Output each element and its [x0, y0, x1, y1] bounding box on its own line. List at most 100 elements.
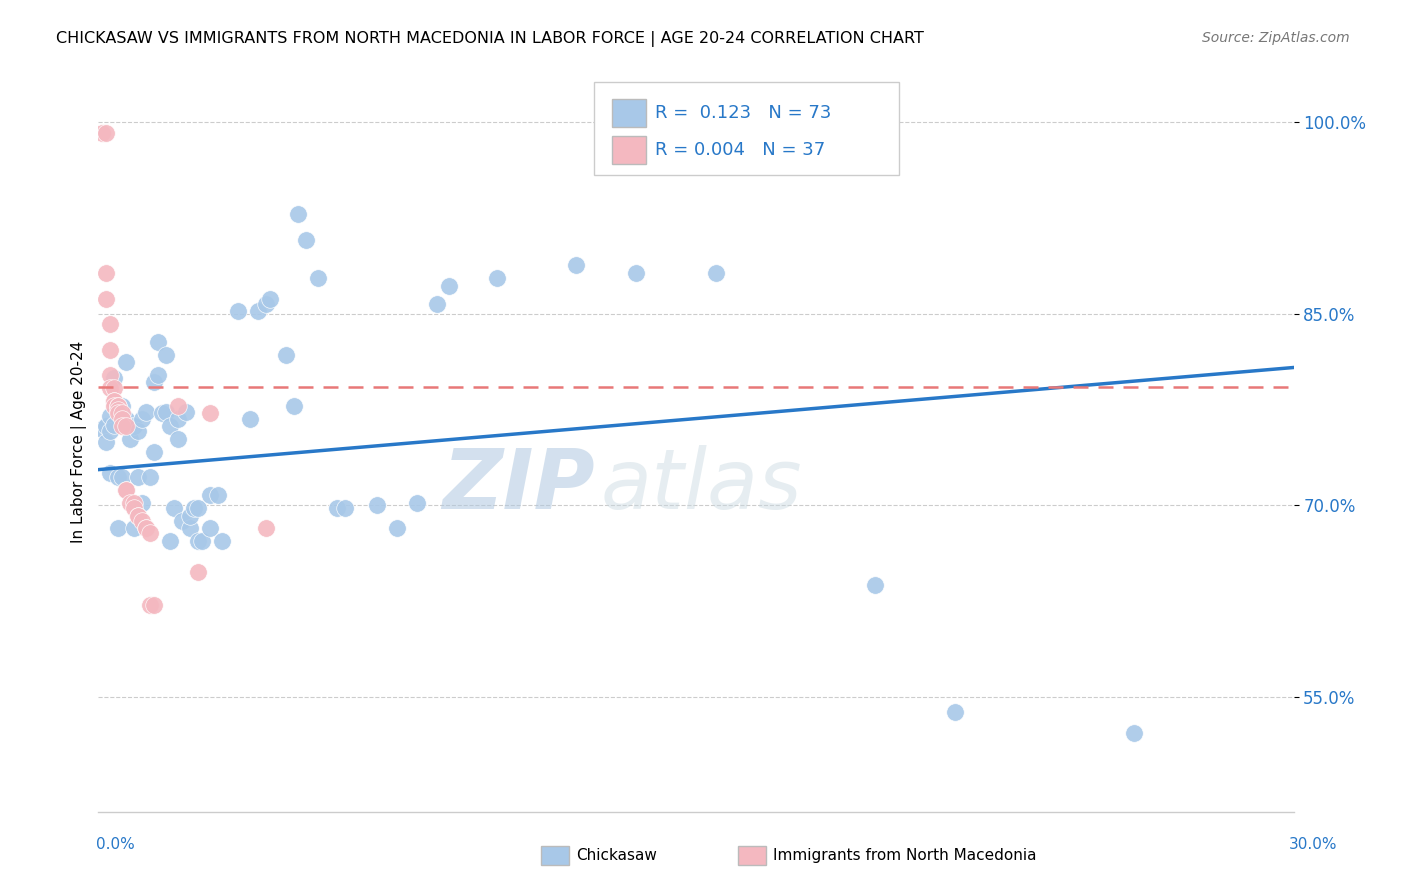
Point [437, 278, 460, 293]
Point [163, 500, 186, 515]
Text: ZIP: ZIP [441, 445, 595, 526]
Point [139, 526, 162, 541]
Point [120, 496, 142, 510]
Point [135, 521, 157, 535]
Text: Source: ZipAtlas.com: Source: ZipAtlas.com [1202, 31, 1350, 45]
Point [139, 470, 162, 484]
Point [127, 425, 149, 439]
Point [131, 496, 153, 510]
Point [246, 304, 269, 318]
Point [1123, 725, 1146, 739]
Point [131, 411, 153, 425]
Point [120, 432, 142, 446]
Text: 0.0%: 0.0% [96, 838, 135, 852]
Point [143, 444, 166, 458]
Point [103, 393, 125, 408]
Point [120, 419, 142, 434]
Point [326, 500, 349, 515]
Point [159, 534, 181, 549]
Point [91, 126, 114, 140]
Point [385, 521, 409, 535]
Point [127, 508, 149, 523]
Text: CHICKASAW VS IMMIGRANTS FROM NORTH MACEDONIA IN LABOR FORCE | AGE 20-24 CORRELAT: CHICKASAW VS IMMIGRANTS FROM NORTH MACED… [56, 31, 924, 47]
Point [366, 499, 388, 513]
Point [485, 271, 508, 285]
Point [167, 399, 190, 413]
Point [335, 500, 357, 515]
Point [155, 348, 177, 362]
Point [98, 467, 122, 481]
Point [107, 399, 129, 413]
Point [98, 368, 122, 383]
Point [111, 399, 134, 413]
Text: 30.0%: 30.0% [1289, 838, 1337, 852]
Point [103, 381, 125, 395]
Point [155, 405, 177, 419]
Point [107, 399, 129, 413]
Point [226, 304, 249, 318]
Point [115, 483, 138, 497]
Point [148, 368, 170, 383]
Point [274, 348, 297, 362]
Point [96, 434, 118, 449]
Point [211, 534, 233, 549]
Point [159, 419, 181, 434]
Point [131, 514, 153, 528]
Point [187, 565, 209, 579]
Point [187, 534, 209, 549]
Point [183, 500, 205, 515]
Point [259, 292, 281, 306]
Text: R =  0.123   N = 73: R = 0.123 N = 73 [655, 103, 832, 122]
Point [139, 598, 162, 612]
Point [127, 508, 149, 523]
Point [239, 411, 262, 425]
Text: Immigrants from North Macedonia: Immigrants from North Macedonia [773, 848, 1036, 863]
Point [124, 521, 146, 535]
Point [115, 483, 138, 497]
Point [426, 296, 449, 310]
Point [406, 496, 429, 510]
Point [865, 577, 887, 591]
Point [96, 292, 118, 306]
Text: Chickasaw: Chickasaw [576, 848, 658, 863]
Point [167, 411, 190, 425]
Y-axis label: In Labor Force | Age 20-24: In Labor Force | Age 20-24 [72, 341, 87, 542]
Point [187, 500, 209, 515]
Point [124, 500, 146, 515]
Point [143, 375, 166, 389]
Point [127, 470, 149, 484]
Point [111, 470, 134, 484]
Point [179, 508, 201, 523]
Point [198, 521, 221, 535]
Point [111, 407, 134, 421]
Point [135, 521, 157, 535]
Point [96, 126, 118, 140]
Point [287, 207, 309, 221]
Point [91, 422, 114, 436]
Point [103, 370, 125, 384]
Point [98, 317, 122, 331]
Point [254, 521, 277, 535]
Point [172, 514, 194, 528]
Point [174, 405, 197, 419]
Point [98, 343, 122, 357]
Point [565, 259, 588, 273]
Point [150, 407, 173, 421]
Point [626, 266, 648, 280]
Point [107, 407, 129, 421]
Point [115, 355, 138, 369]
Point [98, 425, 122, 439]
Point [294, 233, 316, 247]
Point [107, 402, 129, 417]
Point [283, 399, 305, 413]
Point [103, 399, 125, 413]
Text: atlas: atlas [600, 445, 801, 526]
Point [179, 521, 201, 535]
Point [124, 496, 146, 510]
Point [307, 271, 329, 285]
FancyBboxPatch shape [595, 82, 900, 175]
Point [167, 432, 190, 446]
Point [96, 266, 118, 280]
Point [148, 334, 170, 349]
Point [107, 399, 129, 413]
